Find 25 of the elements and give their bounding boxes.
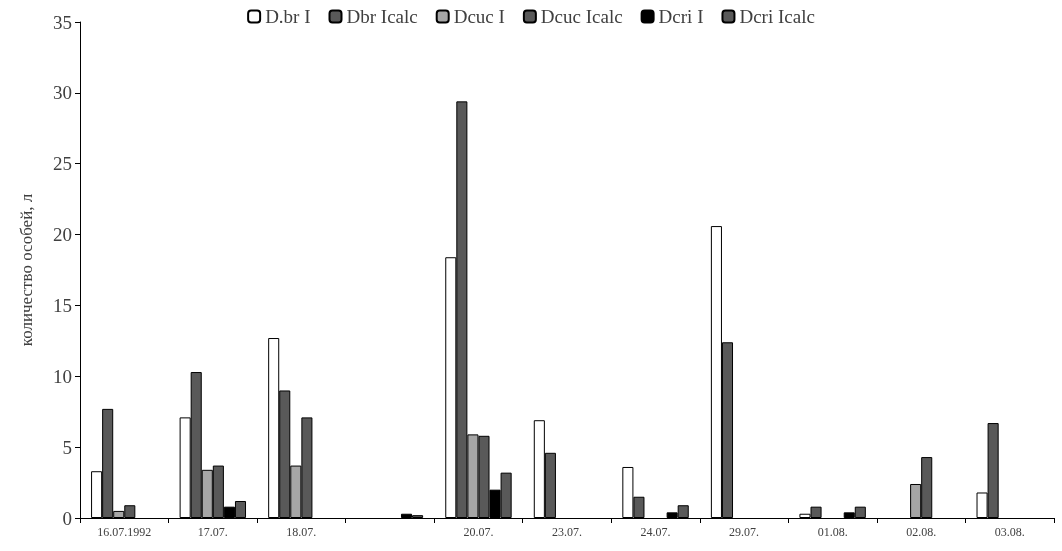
x-tick-label: 16.07.1992 [97, 525, 152, 539]
legend-label: D.br I [265, 6, 311, 27]
legend-label: Dcri Icalc [739, 6, 815, 27]
x-tick-label: 23.07. [552, 525, 582, 539]
y-tick-label: 15 [53, 294, 72, 316]
y-tick-label: 0 [62, 507, 72, 529]
x-tick-label: 01.08. [817, 525, 848, 539]
x-tick-label: 02.08. [906, 525, 937, 539]
x-tick-label: 29.07. [729, 525, 760, 539]
y-tick-label: 20 [53, 224, 72, 246]
y-tick-label: 10 [53, 365, 72, 387]
y-tick-label: 25 [53, 153, 72, 175]
y-axis-title: количество особей, л [17, 193, 36, 347]
x-tick-label: 20.07. [463, 525, 494, 539]
legend-label: Dcuc I [453, 6, 505, 27]
legend-label: Dbr Icalc [346, 6, 418, 27]
y-tick-label: 5 [62, 436, 72, 458]
y-tick-label: 30 [53, 82, 72, 104]
x-tick-label: 03.08. [994, 525, 1025, 539]
x-tick-label: 24.07. [640, 525, 671, 539]
y-tick-label: 35 [53, 11, 72, 33]
legend-label: Dcuc Icalc [540, 6, 623, 27]
x-tick-label: 18.07. [286, 525, 317, 539]
legend-label: Dcri I [658, 6, 704, 27]
x-tick-label: 17.07. [197, 525, 228, 539]
